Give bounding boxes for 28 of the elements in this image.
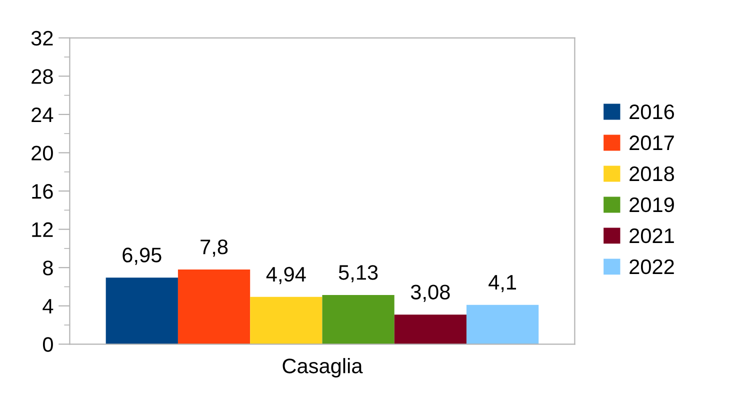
legend-label: 2021	[630, 228, 674, 244]
data-label: 4,94	[266, 266, 306, 284]
y-tick-label: 32	[31, 30, 53, 46]
data-label: 3,08	[410, 284, 450, 302]
legend-label: 2017	[630, 135, 674, 150]
y-tick-label: 20	[32, 146, 53, 160]
legend-label: 2018	[630, 166, 674, 182]
data-label: 7,8	[200, 240, 228, 257]
bar	[322, 295, 394, 344]
legend-label: 2019	[630, 197, 674, 212]
y-tick-label: 24	[32, 107, 54, 122]
y-tick-label: 12	[32, 222, 53, 237]
y-tick-label: 28	[32, 69, 53, 84]
bar	[466, 304, 539, 344]
bar	[250, 296, 322, 344]
legend-label: 2022	[630, 259, 674, 274]
y-tick-label: 0	[42, 337, 53, 352]
data-label: 4,1	[488, 275, 516, 292]
data-label: 6,95	[122, 248, 162, 265]
x-tick-label: Casaglia	[282, 358, 363, 378]
bar	[178, 270, 250, 344]
legend-label: 2016	[630, 104, 674, 120]
y-tick-label: 4	[42, 299, 54, 314]
data-label: 5,13	[338, 265, 378, 282]
bar	[106, 278, 178, 344]
y-tick-label: 16	[32, 184, 53, 199]
bar	[394, 314, 466, 344]
y-tick-label: 8	[43, 260, 53, 276]
